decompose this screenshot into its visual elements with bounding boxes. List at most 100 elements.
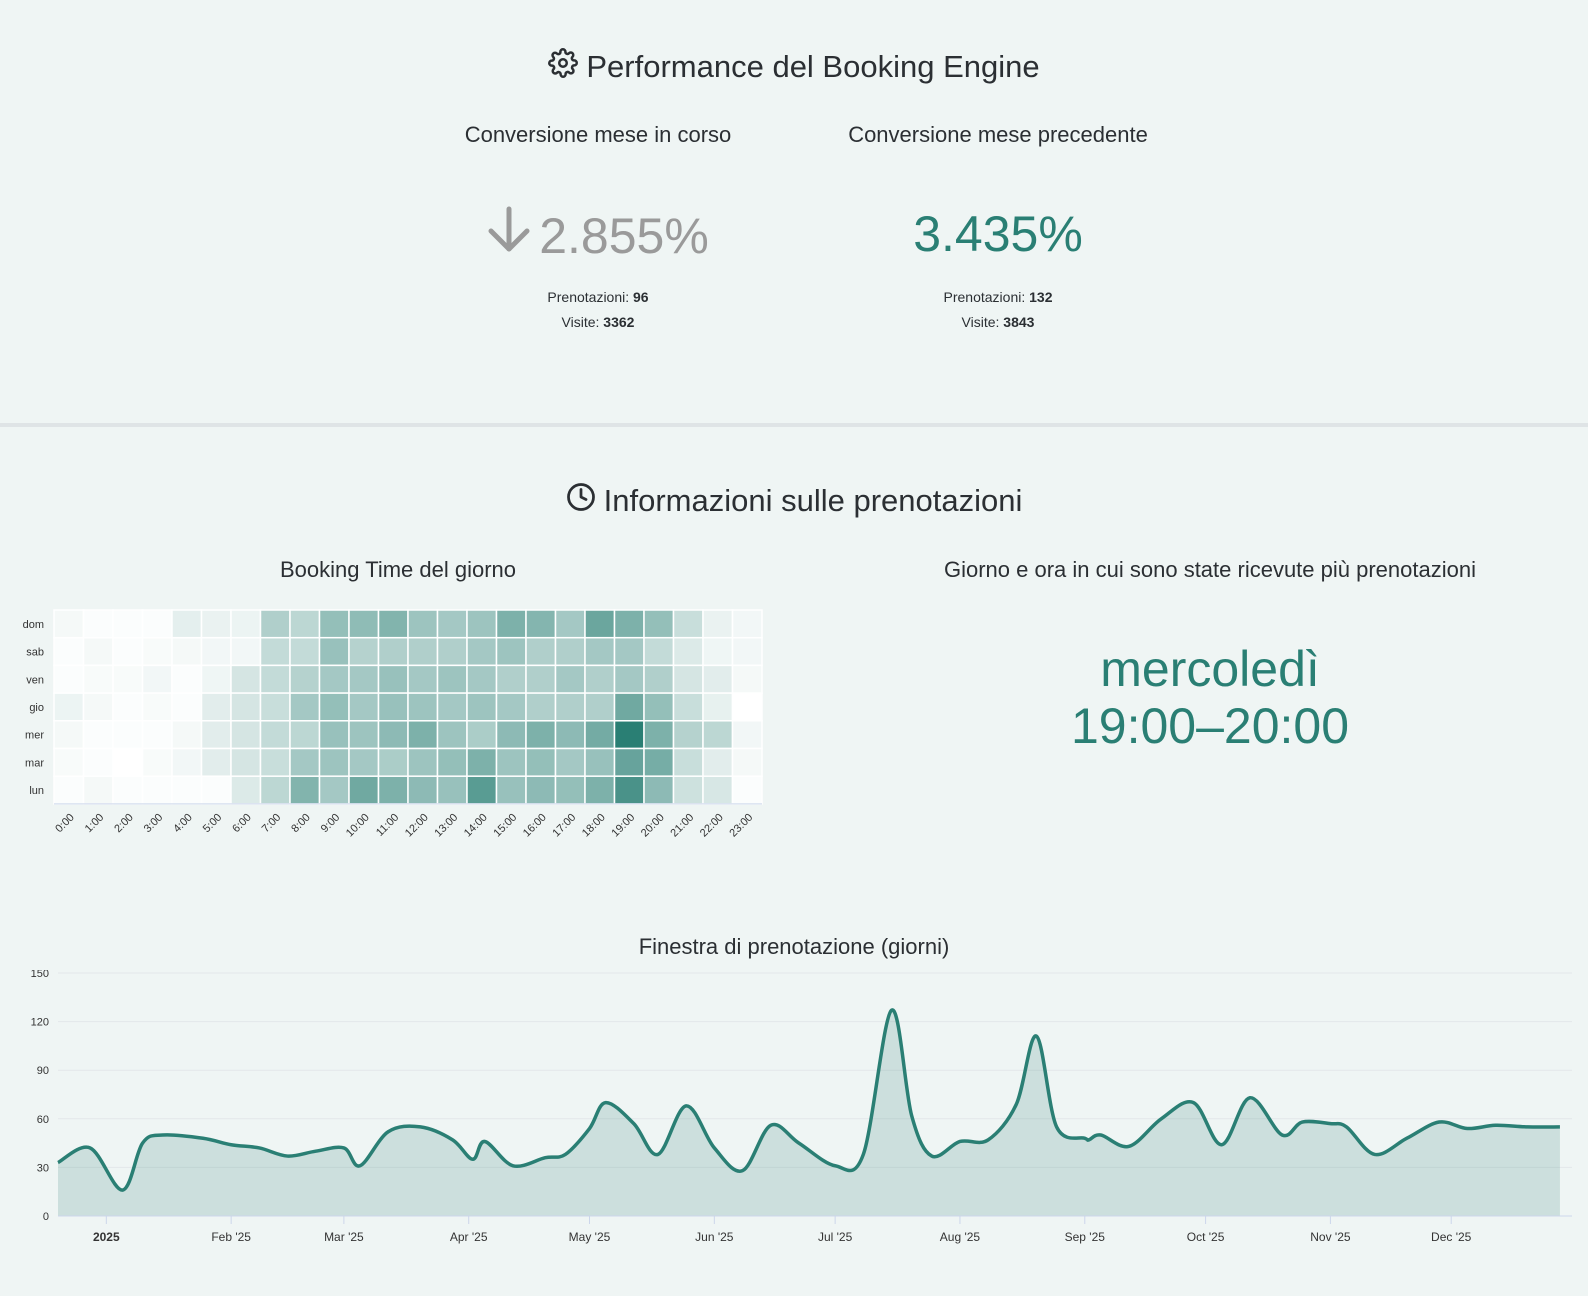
heatmap-cell <box>584 636 616 667</box>
heatmap-cell <box>112 720 144 750</box>
x-tick-label: Sep '25 <box>1065 1230 1106 1244</box>
x-tick-label: 2025 <box>93 1230 120 1244</box>
x-tick-label: Jun '25 <box>695 1230 734 1244</box>
heatmap-cell <box>53 636 85 667</box>
heatmap-cell <box>112 692 144 722</box>
current-visits-label: Visite: <box>561 314 600 330</box>
heatmap-cell <box>200 720 232 750</box>
heatmap-cell <box>82 747 114 777</box>
heatmap-cell <box>141 720 173 750</box>
heatmap-cell <box>495 775 527 805</box>
heatmap-cell <box>613 692 645 722</box>
heatmap-col-label: 21:00 <box>668 812 696 840</box>
heatmap-col-label: 20:00 <box>639 812 667 840</box>
heatmap-cell <box>525 636 557 667</box>
heatmap-cell <box>643 692 675 722</box>
heatmap-cell <box>584 720 616 750</box>
heatmap-cell <box>466 775 498 805</box>
x-tick-label: Nov '25 <box>1310 1230 1351 1244</box>
heatmap-cell <box>672 636 704 667</box>
heatmap-row-label: gio <box>29 702 44 714</box>
heatmap-cell <box>112 747 144 777</box>
heatmap-cell <box>466 609 498 639</box>
heatmap-col-label: 17:00 <box>550 812 578 840</box>
gear-icon <box>548 48 579 86</box>
heatmap-cell <box>731 609 763 639</box>
heatmap-cell <box>259 664 291 694</box>
heatmap-cell <box>525 609 557 639</box>
y-tick-label: 150 <box>31 970 49 980</box>
y-tick-label: 60 <box>37 1114 49 1126</box>
heatmap-cell <box>584 775 616 805</box>
heatmap-cell <box>495 664 527 694</box>
booking-window-chart: 0 30 60 90 120 150 2025 Feb '25 Mar '25 Apr '25 Ma… <box>31 970 1572 1244</box>
heatmap-cell <box>407 720 439 750</box>
heatmap-col-label: 23:00 <box>727 812 755 840</box>
heatmap-cell <box>407 775 439 805</box>
heatmap-cell <box>466 692 498 722</box>
heatmap-row-label: mer <box>25 730 44 742</box>
heatmap-col-label: 8:00 <box>289 812 313 836</box>
heatmap-col-label: 22:00 <box>698 812 726 840</box>
heatmap-cell <box>230 692 262 722</box>
heatmap-cell <box>436 636 468 667</box>
heatmap-cell <box>230 664 262 694</box>
x-tick-label: Oct '25 <box>1187 1230 1225 1244</box>
heatmap-cell <box>141 664 173 694</box>
booking-time-heatmap: dom sab ven gio mer mar lun 0:00 1:00 2:00 3:00 4:0… <box>23 609 763 840</box>
heatmap-cell <box>318 609 350 639</box>
heatmap-cell <box>436 775 468 805</box>
heatmap-cell <box>672 720 704 750</box>
heatmap-cell <box>348 720 380 750</box>
heatmap-cell <box>554 609 586 639</box>
previous-month-label: Conversione mese precedente <box>848 122 1148 147</box>
heatmap-row-label: dom <box>23 619 44 631</box>
heatmap-cell <box>171 775 203 805</box>
current-visits: Visite: 3362 <box>448 314 748 330</box>
heatmap-cell <box>613 609 645 639</box>
heatmap-cell <box>200 692 232 722</box>
heatmap-cell <box>554 692 586 722</box>
heatmap-cell <box>82 609 114 639</box>
heatmap-row-label: ven <box>26 674 44 686</box>
heatmap-cell <box>348 636 380 667</box>
previous-visits-value: 3843 <box>1003 314 1035 330</box>
heatmap-cell <box>672 775 704 805</box>
heatmap-cell <box>407 609 439 639</box>
bookings-info-title: Informazioni sulle prenotazioni <box>0 482 1588 520</box>
x-tick-label: Dec '25 <box>1431 1230 1472 1244</box>
heatmap-cell <box>318 747 350 777</box>
heatmap-cell <box>495 692 527 722</box>
heatmap-cell <box>289 609 321 639</box>
heatmap-cell <box>466 720 498 750</box>
heatmap-cell <box>53 609 85 639</box>
current-month-label: Conversione mese in corso <box>464 122 732 147</box>
heatmap-col-label: 15:00 <box>491 812 519 840</box>
series-area <box>58 1009 1560 1216</box>
heatmap-cell <box>230 747 262 777</box>
heatmap-cell <box>613 636 645 667</box>
heatmap-cell <box>348 609 380 639</box>
heatmap-cell <box>407 747 439 777</box>
current-visits-value: 3362 <box>603 314 635 330</box>
heatmap-cell <box>643 664 675 694</box>
heatmap-cell <box>348 664 380 694</box>
heatmap-cell <box>259 609 291 639</box>
heatmap-col-label: 12:00 <box>403 812 431 840</box>
heatmap-cell <box>495 609 527 639</box>
heatmap-cell <box>82 775 114 805</box>
heatmap-cell <box>112 664 144 694</box>
heatmap-cell <box>141 609 173 639</box>
heatmap-cell <box>348 692 380 722</box>
previous-visits-label: Visite: <box>961 314 1000 330</box>
x-tick-label: Mar '25 <box>324 1230 364 1244</box>
heatmap-cell <box>436 747 468 777</box>
heatmap-cell <box>230 609 262 639</box>
heatmap-cell <box>318 664 350 694</box>
heatmap-cell <box>466 747 498 777</box>
heatmap-cell <box>731 692 763 722</box>
heatmap-cell <box>377 692 409 722</box>
heatmap-col-label: 16:00 <box>521 812 549 840</box>
clock-icon <box>566 482 596 520</box>
heatmap-cell <box>584 664 616 694</box>
